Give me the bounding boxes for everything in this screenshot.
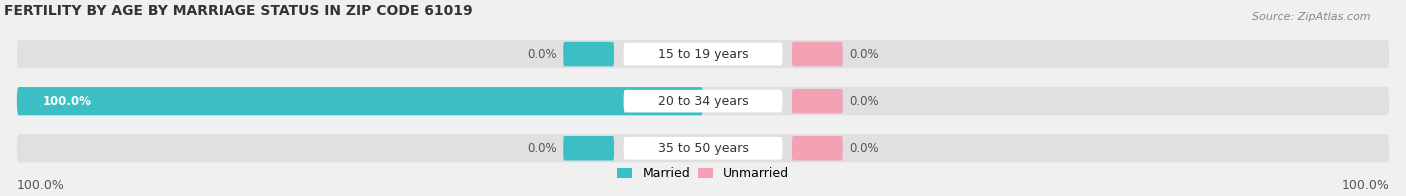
FancyBboxPatch shape (17, 40, 1389, 68)
Text: Source: ZipAtlas.com: Source: ZipAtlas.com (1253, 12, 1371, 22)
FancyBboxPatch shape (564, 136, 614, 161)
Text: 0.0%: 0.0% (849, 95, 879, 108)
Text: 15 to 19 years: 15 to 19 years (658, 48, 748, 61)
Text: 0.0%: 0.0% (849, 48, 879, 61)
Legend: Married, Unmarried: Married, Unmarried (617, 167, 789, 180)
Text: 35 to 50 years: 35 to 50 years (658, 142, 748, 155)
FancyBboxPatch shape (624, 90, 782, 113)
Text: FERTILITY BY AGE BY MARRIAGE STATUS IN ZIP CODE 61019: FERTILITY BY AGE BY MARRIAGE STATUS IN Z… (4, 4, 472, 18)
FancyBboxPatch shape (792, 136, 842, 161)
Text: 0.0%: 0.0% (527, 142, 557, 155)
FancyBboxPatch shape (624, 43, 782, 65)
FancyBboxPatch shape (564, 42, 614, 66)
FancyBboxPatch shape (792, 89, 842, 113)
FancyBboxPatch shape (17, 87, 1389, 115)
FancyBboxPatch shape (624, 137, 782, 160)
Text: 100.0%: 100.0% (42, 95, 91, 108)
FancyBboxPatch shape (792, 42, 842, 66)
Text: 100.0%: 100.0% (1341, 179, 1389, 192)
Text: 0.0%: 0.0% (849, 142, 879, 155)
Text: 0.0%: 0.0% (527, 48, 557, 61)
FancyBboxPatch shape (17, 87, 703, 115)
Text: 100.0%: 100.0% (17, 179, 65, 192)
FancyBboxPatch shape (17, 134, 1389, 162)
Text: 20 to 34 years: 20 to 34 years (658, 95, 748, 108)
